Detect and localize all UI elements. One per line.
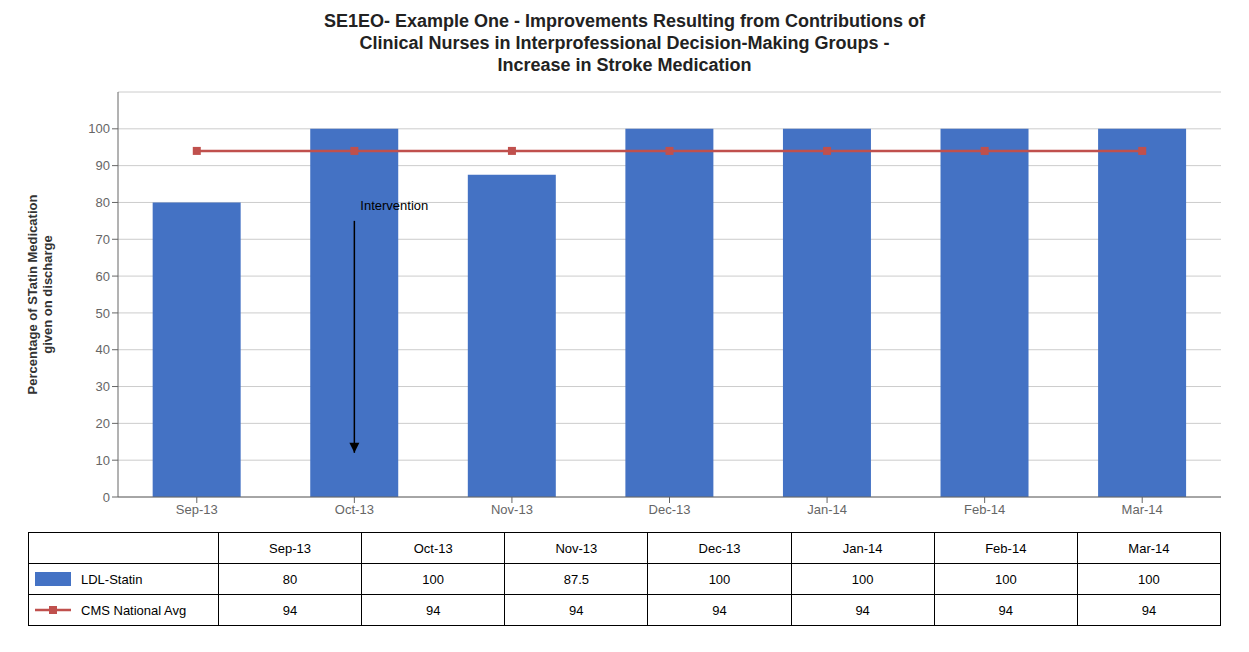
svg-text:Percentage of STatin Medicatio: Percentage of STatin Medicationgiven on … — [25, 195, 56, 395]
svg-text:90: 90 — [96, 158, 110, 173]
html-text:94: 94 — [282, 602, 298, 618]
svg-text:40: 40 — [96, 342, 110, 357]
svg-text:Dec-13: Dec-13 — [649, 502, 691, 517]
html-text:94: 94 — [998, 602, 1013, 618]
html-text:94: 94 — [569, 602, 584, 618]
svg-text:10: 10 — [96, 453, 110, 468]
html-text:94: 94 — [855, 602, 870, 618]
svg-text:100: 100 — [88, 121, 110, 136]
html-text:Clinical Nurses in Interprofes: Clinical Nurses in Interprofessional Dec… — [359, 33, 890, 53]
svg-text:Sep-13: Sep-13 — [176, 502, 218, 517]
html-text:Sep-13: Sep-13 — [269, 540, 311, 556]
svg-text:Feb-14: Feb-14 — [964, 502, 1005, 517]
svg-text:Mar-14: Mar-14 — [1122, 502, 1163, 517]
html-text:SE1EO- Example One - Improveme: SE1EO- Example One - Improvements Result… — [324, 11, 925, 31]
svg-text:80: 80 — [96, 195, 110, 210]
svg-text:Oct-13: Oct-13 — [335, 502, 374, 517]
svg-text:60: 60 — [96, 269, 110, 284]
html-text:100: 100 — [1138, 571, 1160, 587]
html-text:Nov-13: Nov-13 — [555, 540, 598, 556]
html-text:100: 100 — [422, 571, 445, 587]
html-text:Mar-14: Mar-14 — [1128, 540, 1170, 556]
svg-text:20: 20 — [96, 416, 110, 431]
html-text:100: 100 — [708, 571, 731, 587]
html-text:80: 80 — [282, 571, 298, 587]
html-text:LDL-Statin: LDL-Statin — [81, 571, 143, 587]
svg-text:Nov-13: Nov-13 — [491, 502, 533, 517]
html-text:Feb-14: Feb-14 — [985, 540, 1027, 556]
svg-text:Intervention: Intervention — [360, 198, 428, 213]
svg-text:50: 50 — [96, 306, 110, 321]
svg-text:30: 30 — [96, 379, 110, 394]
html-text:100: 100 — [994, 571, 1017, 587]
html-text:87.5: 87.5 — [563, 571, 589, 587]
html-text:Jan-14: Jan-14 — [842, 540, 883, 556]
html-text:100: 100 — [851, 571, 874, 587]
html-text:Dec-13: Dec-13 — [698, 540, 741, 556]
html-text:94: 94 — [712, 602, 727, 618]
svg-text:0: 0 — [103, 490, 110, 505]
html-text:94: 94 — [1141, 602, 1157, 618]
html-text:CMS National Avg: CMS National Avg — [81, 602, 187, 618]
html-text:94: 94 — [426, 602, 441, 618]
svg-text:70: 70 — [96, 232, 110, 247]
html-text:Oct-13: Oct-13 — [413, 540, 453, 556]
html-text:Increase in Stroke Medication: Increase in Stroke Medication — [497, 55, 752, 75]
svg-text:Jan-14: Jan-14 — [807, 502, 847, 517]
